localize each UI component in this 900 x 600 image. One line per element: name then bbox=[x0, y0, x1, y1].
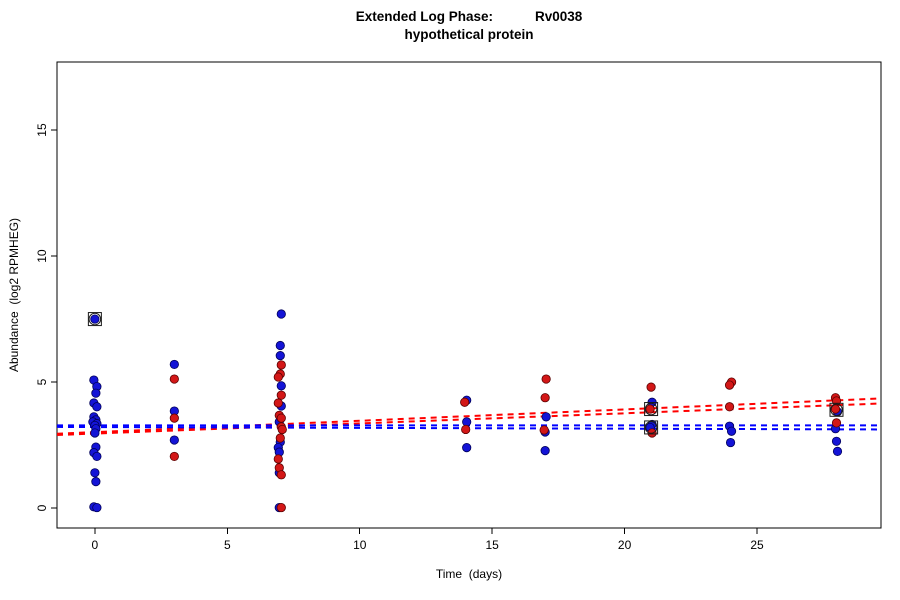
red-data-point bbox=[831, 418, 842, 428]
red-data-point bbox=[276, 390, 286, 400]
y-tick-label: 10 bbox=[35, 249, 49, 263]
flagged-point-circle bbox=[830, 403, 843, 417]
y-tick-label: 5 bbox=[35, 378, 49, 385]
red-data-point bbox=[276, 470, 286, 480]
blue-data-point bbox=[92, 402, 102, 412]
x-tick-label: 15 bbox=[485, 538, 499, 552]
blue-data-point bbox=[275, 351, 285, 361]
blue-data-point bbox=[832, 446, 843, 456]
red-data-point bbox=[276, 413, 286, 423]
red-data-point bbox=[540, 393, 550, 403]
red-data-point bbox=[277, 424, 287, 435]
blue-data-point bbox=[275, 340, 285, 351]
y-tick-label: 0 bbox=[35, 504, 49, 511]
red-data-point bbox=[645, 404, 655, 414]
red-data-point bbox=[539, 425, 549, 435]
flagged-point-square bbox=[644, 402, 659, 417]
chart-title-gene: Rv0038 bbox=[534, 9, 583, 24]
chart-title: Extended Log Phase: Rv0038 hypothetical p… bbox=[57, 8, 881, 44]
flagged-point-circle bbox=[88, 312, 102, 326]
blue-data-point bbox=[169, 359, 179, 370]
x-tick-label: 0 bbox=[92, 538, 99, 552]
red-data-point bbox=[830, 404, 841, 414]
red-data-point bbox=[273, 454, 283, 464]
chart-title-label: Extended Log Phase: bbox=[355, 9, 493, 24]
blue-data-point bbox=[90, 468, 100, 478]
blue-data-point bbox=[90, 314, 100, 324]
blue-data-point bbox=[276, 381, 286, 391]
red-data-point bbox=[724, 402, 735, 412]
x-tick-label: 10 bbox=[353, 538, 367, 552]
blue-data-point bbox=[726, 426, 737, 436]
red-data-point bbox=[169, 413, 179, 423]
x-tick-label: 5 bbox=[224, 538, 231, 552]
red-data-point bbox=[169, 451, 179, 462]
y-axis-label: Abundance (log2 RPMHEG) bbox=[7, 217, 21, 373]
red-data-point bbox=[724, 380, 735, 390]
flagged-point-circle bbox=[644, 402, 658, 416]
chart-title-subtitle: hypothetical protein bbox=[404, 27, 534, 42]
blue-data-point bbox=[90, 428, 100, 438]
blue-data-point bbox=[169, 435, 179, 445]
blue-data-point bbox=[91, 477, 101, 487]
flagged-point-circle bbox=[644, 421, 658, 434]
red-data-point bbox=[541, 374, 551, 384]
blue-data-point bbox=[276, 309, 286, 319]
red-data-point bbox=[276, 502, 286, 513]
x-tick-label: 20 bbox=[618, 538, 632, 552]
flagged-point-square bbox=[644, 420, 659, 435]
plot-box bbox=[56, 61, 882, 529]
blue-data-point bbox=[92, 451, 102, 462]
blue-data-point bbox=[831, 436, 842, 446]
red-data-point bbox=[273, 372, 283, 382]
y-tick-label: 15 bbox=[35, 123, 49, 137]
x-tick-label: 25 bbox=[750, 538, 764, 552]
blue-data-point bbox=[541, 412, 551, 422]
blue-data-point bbox=[462, 417, 472, 427]
blue-data-point bbox=[725, 437, 736, 448]
flagged-point-square bbox=[87, 312, 102, 327]
blue-data-point bbox=[91, 388, 101, 398]
flagged-point-square bbox=[829, 402, 844, 417]
red-data-point bbox=[273, 398, 283, 408]
red-data-point bbox=[276, 360, 286, 370]
red-data-point bbox=[461, 424, 471, 435]
red-data-point bbox=[275, 433, 285, 443]
blue-data-point bbox=[92, 502, 102, 513]
blue-data-point bbox=[462, 443, 472, 453]
red-data-point bbox=[169, 374, 179, 384]
blue-data-point bbox=[540, 446, 550, 456]
chart-title-line1: Extended Log Phase: Rv0038 bbox=[57, 8, 881, 26]
red-data-point bbox=[646, 382, 656, 392]
red-data-point bbox=[460, 397, 470, 407]
x-axis-label: Time (days) bbox=[435, 567, 503, 581]
